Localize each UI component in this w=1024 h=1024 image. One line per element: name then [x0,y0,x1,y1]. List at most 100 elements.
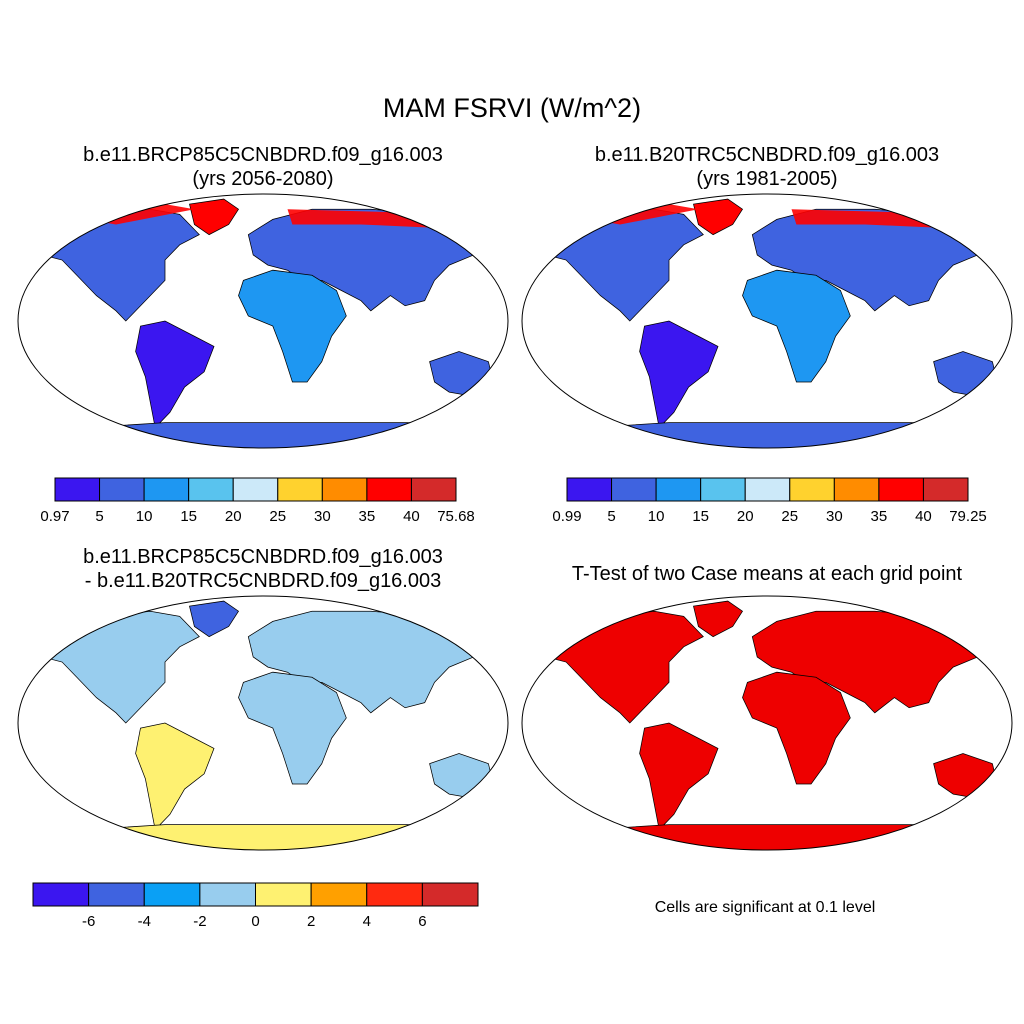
panel-1-title-line1: b.e11.BRCP85C5CNBDRD.f09_g16.003 [83,144,443,166]
colorbar-2-box [700,477,746,502]
panel-1-title: b.e11.BRCP85C5CNBDRD.f09_g16.003 (yrs 20… [18,143,508,191]
land-na-2 [542,209,704,321]
colorbar-1-box [143,477,190,502]
colorbar-3-box [199,882,256,907]
colorbar-1-box [410,477,457,502]
colorbar-2-box [566,477,613,502]
map-panel-1 [17,193,509,449]
colorbar-1-box [321,477,368,502]
land-af-4 [743,672,851,784]
colorbars: 0.97 5 10 15 20 25 30 35 40 75.68 0.99 5 10 15 20 25 30 3… [32,477,987,930]
colorbar-1-box [188,477,234,502]
colorbar-2-tick-label: 30 [826,508,843,525]
land-na-4 [542,611,704,723]
land-af-2 [743,270,851,382]
colorbar-1-box [54,477,101,502]
colorbar-3-box [143,882,201,907]
land-gl-1 [190,199,239,235]
colorbar-1-tick-label: 35 [359,508,376,525]
colorbar-1-tick-label: 40 [403,508,420,525]
map-border-1 [17,193,509,449]
land-as-4 [934,753,998,799]
colorbar-3-box [255,882,312,907]
colorbar-1-box [366,477,412,502]
map-panel-3 [17,595,509,851]
land-af-3 [239,672,347,784]
colorbar-3-box [310,882,368,907]
colorbar-1-tick-label: 10 [136,508,153,525]
colorbar-2-box [878,477,924,502]
land-gl-4 [694,601,743,637]
land-af-1 [239,270,347,382]
colorbar-1-tick-label: 15 [180,508,197,525]
colorbar-2-tick-label: 40 [915,508,932,525]
land-as-1 [430,351,494,397]
colorbar-3-box [32,882,90,907]
colorbar-2-tick-label: 35 [871,508,888,525]
panel-3-title: b.e11.BRCP85C5CNBDRD.f09_g16.003 - b.e11… [18,545,508,593]
colorbar-1-tick-label: 5 [95,508,103,525]
colorbar-1: 0.97 5 10 15 20 25 30 35 40 75.68 [40,477,475,525]
land-sa-2 [640,321,718,428]
figure-title: MAM FSRVI (W/m^2) [382,93,642,123]
map-border-3 [17,595,509,851]
high-value-region-2 [561,204,978,230]
land-sa-1 [136,321,214,428]
map-panel-2 [521,193,1013,449]
panel-3-title-line1: b.e11.BRCP85C5CNBDRD.f09_g16.003 [83,546,443,568]
land-as-2 [934,351,998,397]
land-na-1 [38,209,200,321]
colorbar-2-tick-label: 79.25 [949,508,987,525]
panel-2-title-line1: b.e11.B20TRC5CNBDRD.f09_g16.003 [594,144,940,166]
colorbar-3-tick-label: -2 [193,913,206,930]
colorbar-2-box [833,477,880,502]
colorbar-3-box [421,882,479,907]
land-gl-2 [694,199,743,235]
colorbar-3-box [366,882,423,907]
panel-2-title: b.e11.B20TRC5CNBDRD.f09_g16.003 (yrs 198… [522,143,1012,191]
land-gl-3 [190,601,239,637]
panel-2-title-line2: (yrs 1981-2005) [696,168,838,190]
colorbar-3-tick-label: 4 [363,913,371,930]
colorbar-3-tick-label: 2 [307,913,315,930]
colorbar-3-tick-label: 6 [418,913,426,930]
map-panel-4 [521,595,1013,851]
colorbar-1-box [277,477,323,502]
colorbar-2-tick-label: 10 [648,508,665,525]
colorbar-3-tick-label: -6 [82,913,95,930]
map-border-2 [521,193,1013,449]
colorbar-1-tick-label: 0.97 [40,508,69,525]
land-as-3 [430,753,494,799]
colorbar-1-tick-label: 25 [269,508,286,525]
colorbar-2-tick-label: 0.99 [552,508,581,525]
panel-4-title: T-Test of two Case means at each grid po… [571,563,963,585]
colorbar-2-box [611,477,657,502]
land-sa-3 [136,723,214,830]
map-panels [17,193,1013,851]
colorbar-2: 0.99 5 10 15 20 25 30 35 40 79.25 [552,477,987,525]
colorbar-1-tick-label: 75.68 [437,508,475,525]
land-na-3 [38,611,200,723]
panel-3-title-line2: - b.e11.B20TRC5CNBDRD.f09_g16.003 [84,570,442,592]
colorbar-1-box [99,477,145,502]
colorbar-3-tick-label: 0 [251,913,259,930]
colorbar-3: -6 -4 -2 0 2 4 6 [32,882,479,930]
colorbar-1-tick-label: 30 [314,508,331,525]
colorbar-2-tick-label: 20 [737,508,754,525]
high-value-region-1 [57,204,474,230]
colorbar-1-box [232,477,279,502]
colorbar-2-tick-label: 25 [781,508,798,525]
map-border-4 [521,595,1013,851]
colorbar-2-tick-label: 5 [607,508,615,525]
colorbar-2-tick-label: 15 [692,508,709,525]
colorbar-1-tick-label: 20 [225,508,242,525]
significance-note: Cells are significant at 0.1 level [654,899,876,916]
colorbar-3-box [88,882,145,907]
panel-1-title-line2: (yrs 2056-2080) [192,168,334,190]
colorbar-2-box [744,477,791,502]
land-sa-4 [640,723,718,830]
colorbar-2-box [789,477,835,502]
colorbar-2-box [922,477,969,502]
colorbar-2-box [655,477,702,502]
